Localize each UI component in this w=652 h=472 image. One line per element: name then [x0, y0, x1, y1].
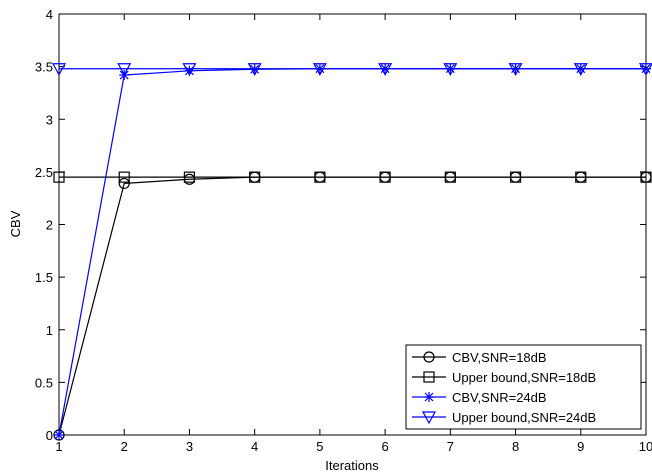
- x-tick-label: 2: [121, 439, 128, 454]
- legend-label: CBV,SNR=18dB: [452, 350, 547, 365]
- y-tick-label: 3: [46, 112, 53, 127]
- x-tick-label: 7: [447, 439, 454, 454]
- asterisk-marker: [424, 392, 434, 402]
- y-tick-label: 2: [46, 218, 53, 233]
- y-tick-label: 0.5: [35, 375, 53, 390]
- x-tick-label: 9: [577, 439, 584, 454]
- asterisk-marker: [54, 430, 64, 440]
- x-tick-label: 6: [381, 439, 388, 454]
- x-tick-label: 4: [251, 439, 258, 454]
- y-axis-label: CBV: [8, 210, 23, 237]
- y-tick-label: 1.5: [35, 270, 53, 285]
- x-tick-label: 3: [186, 439, 193, 454]
- y-tick-label: 4: [46, 7, 53, 22]
- legend: CBV,SNR=18dB Upper bound,SNR=18dB CBV,SNR=…: [406, 345, 641, 429]
- y-tick-label: 3.5: [35, 60, 53, 75]
- legend-label: Upper bound,SNR=24dB: [452, 410, 596, 425]
- legend-label: CBV,SNR=24dB: [452, 390, 547, 405]
- x-tick-label: 10: [639, 439, 652, 454]
- x-tick-label: 5: [316, 439, 323, 454]
- x-tick-label: 8: [512, 439, 519, 454]
- x-axis-label: Iterations: [325, 458, 379, 472]
- x-tick-label: 1: [55, 439, 62, 454]
- y-tick-label: 0: [46, 428, 53, 443]
- legend-label: Upper bound,SNR=18dB: [452, 370, 596, 385]
- y-tick-label: 1: [46, 323, 53, 338]
- y-tick-label: 2.5: [35, 165, 53, 180]
